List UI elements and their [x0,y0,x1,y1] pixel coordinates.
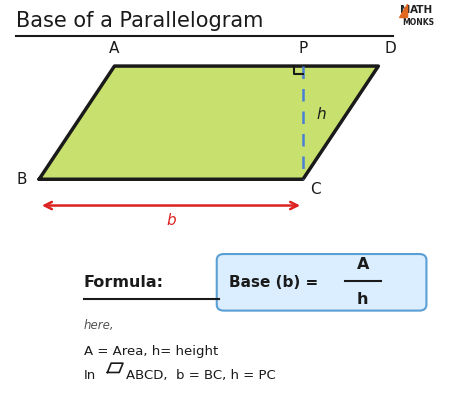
Text: h: h [357,292,369,307]
Text: b: b [166,213,176,228]
Text: B: B [17,172,27,187]
Text: P: P [298,41,308,56]
Text: D: D [384,41,396,56]
Text: Base of a Parallelogram: Base of a Parallelogram [16,11,263,31]
Text: here,: here, [84,319,115,332]
Polygon shape [400,4,408,18]
Polygon shape [39,66,378,179]
FancyBboxPatch shape [217,254,427,311]
Text: h: h [316,107,326,122]
Text: In: In [84,369,96,382]
Text: ABCD,  b = BC, h = PC: ABCD, b = BC, h = PC [126,369,276,382]
Text: Formula:: Formula: [84,275,164,290]
Text: A: A [109,41,119,56]
Text: A: A [356,257,369,272]
Text: ATH: ATH [410,5,433,15]
Text: C: C [310,182,321,197]
Text: Base (b) =: Base (b) = [228,275,323,290]
Text: MONKS: MONKS [402,18,434,27]
Text: M: M [400,5,410,15]
Text: A = Area, h= height: A = Area, h= height [84,345,218,358]
